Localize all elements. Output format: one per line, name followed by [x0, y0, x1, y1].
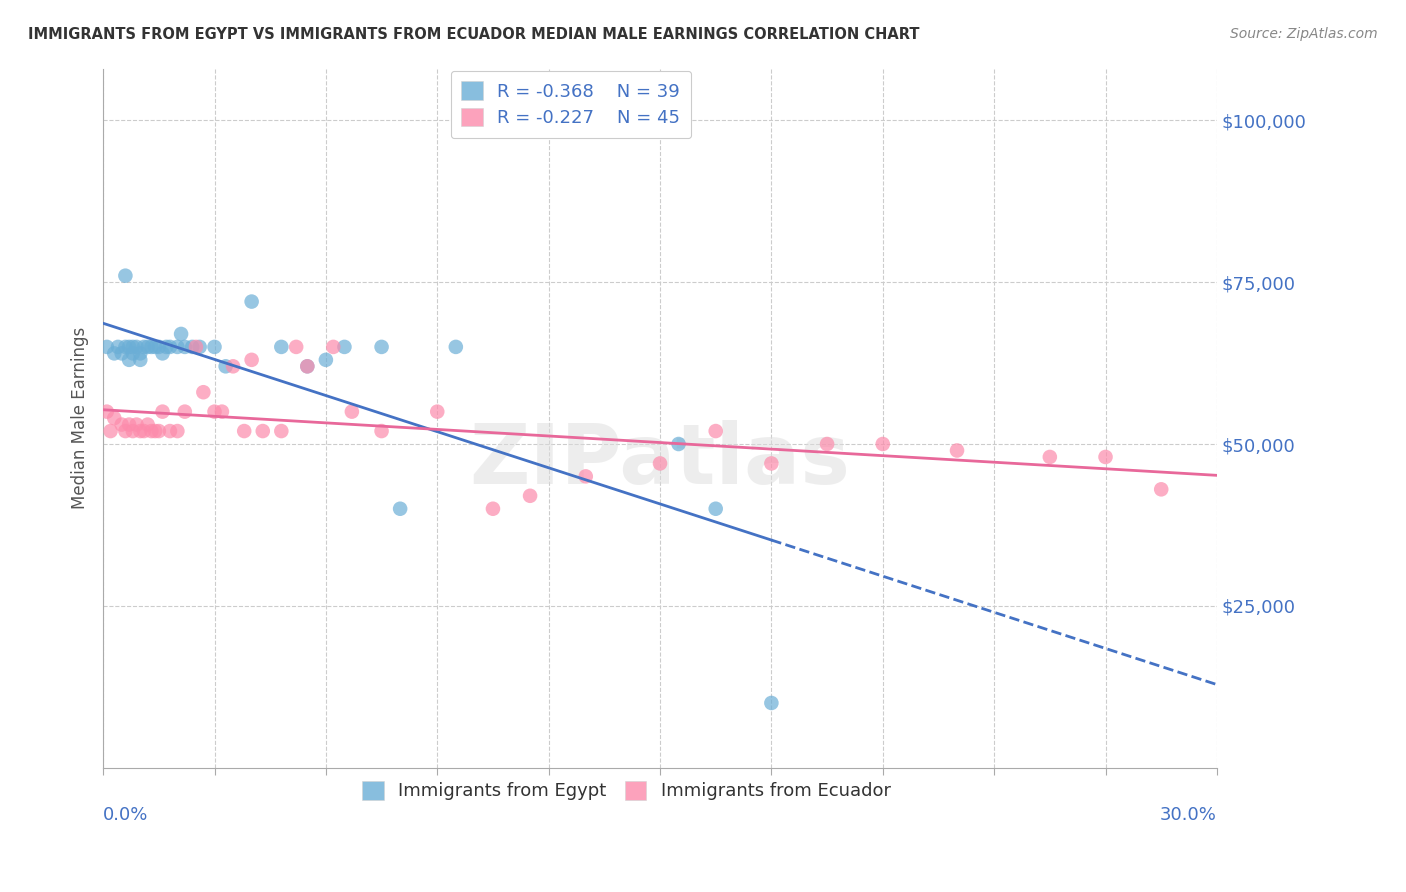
Point: [668, 437, 690, 451]
Point: [107, 340, 129, 354]
Text: 0.0%: 0.0%: [103, 806, 149, 824]
Point: [141, 340, 163, 354]
Point: [270, 424, 292, 438]
Point: [240, 352, 263, 367]
Point: [136, 417, 159, 432]
Point: [143, 424, 166, 438]
Point: [159, 424, 181, 438]
Point: [141, 424, 163, 438]
Point: [370, 340, 392, 354]
Point: [148, 340, 170, 354]
Point: [159, 340, 181, 354]
Point: [1150, 483, 1173, 497]
Point: [118, 352, 141, 367]
Point: [233, 424, 256, 438]
Point: [121, 340, 143, 354]
Point: [704, 501, 727, 516]
Point: [426, 404, 449, 418]
Point: [1039, 450, 1062, 464]
Point: [193, 385, 215, 400]
Point: [114, 424, 136, 438]
Y-axis label: Median Male Earnings: Median Male Earnings: [72, 327, 89, 509]
Point: [1094, 450, 1116, 464]
Text: Source: ZipAtlas.com: Source: ZipAtlas.com: [1230, 27, 1378, 41]
Point: [129, 424, 152, 438]
Legend: Immigrants from Egypt, Immigrants from Ecuador: Immigrants from Egypt, Immigrants from E…: [356, 774, 898, 807]
Text: 30.0%: 30.0%: [1160, 806, 1218, 824]
Point: [222, 359, 245, 374]
Point: [114, 340, 136, 354]
Point: [155, 340, 177, 354]
Point: [370, 424, 392, 438]
Point: [519, 489, 541, 503]
Point: [173, 404, 195, 418]
Point: [129, 346, 152, 360]
Point: [181, 340, 204, 354]
Point: [270, 340, 292, 354]
Point: [173, 340, 195, 354]
Point: [121, 346, 143, 360]
Point: [389, 501, 412, 516]
Point: [761, 457, 783, 471]
Point: [111, 346, 134, 360]
Point: [761, 696, 783, 710]
Point: [648, 457, 671, 471]
Point: [240, 294, 263, 309]
Point: [121, 424, 143, 438]
Text: ZIPatlas: ZIPatlas: [470, 419, 851, 500]
Point: [444, 340, 467, 354]
Point: [184, 340, 207, 354]
Point: [482, 501, 505, 516]
Point: [152, 346, 174, 360]
Point: [214, 359, 236, 374]
Point: [136, 340, 159, 354]
Point: [946, 443, 969, 458]
Point: [111, 417, 134, 432]
Point: [125, 417, 148, 432]
Point: [285, 340, 308, 354]
Point: [340, 404, 363, 418]
Point: [143, 340, 166, 354]
Point: [204, 340, 226, 354]
Point: [322, 340, 344, 354]
Point: [815, 437, 838, 451]
Point: [96, 404, 118, 418]
Point: [132, 340, 155, 354]
Point: [118, 417, 141, 432]
Point: [166, 424, 188, 438]
Point: [148, 424, 170, 438]
Point: [103, 411, 125, 425]
Point: [872, 437, 894, 451]
Point: [125, 340, 148, 354]
Point: [114, 268, 136, 283]
Point: [204, 404, 226, 418]
Point: [297, 359, 319, 374]
Point: [252, 424, 274, 438]
Point: [132, 424, 155, 438]
Point: [170, 326, 193, 341]
Point: [166, 340, 188, 354]
Point: [103, 346, 125, 360]
Point: [96, 340, 118, 354]
Point: [188, 340, 211, 354]
Point: [118, 340, 141, 354]
Point: [575, 469, 598, 483]
Point: [315, 352, 337, 367]
Point: [333, 340, 356, 354]
Point: [297, 359, 319, 374]
Point: [152, 404, 174, 418]
Point: [211, 404, 233, 418]
Point: [704, 424, 727, 438]
Point: [129, 352, 152, 367]
Point: [100, 424, 122, 438]
Text: IMMIGRANTS FROM EGYPT VS IMMIGRANTS FROM ECUADOR MEDIAN MALE EARNINGS CORRELATIO: IMMIGRANTS FROM EGYPT VS IMMIGRANTS FROM…: [28, 27, 920, 42]
